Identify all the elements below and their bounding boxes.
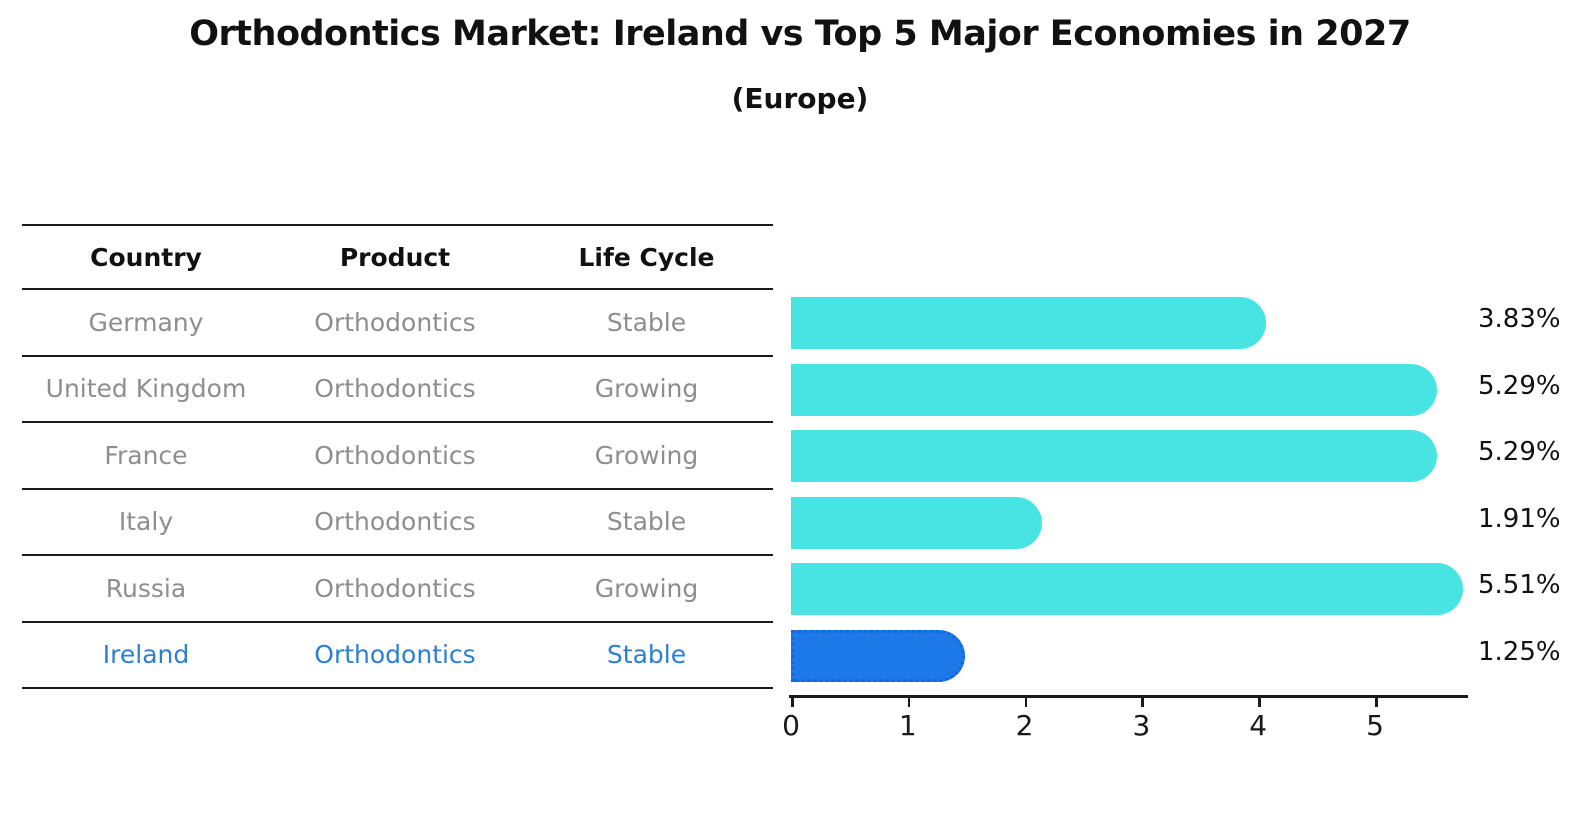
table-cell-product: Orthodontics bbox=[314, 440, 476, 470]
table-header-product: Product bbox=[339, 242, 451, 272]
bar-value-label: 5.51% bbox=[1478, 570, 1561, 601]
table-cell-product: Orthodontics bbox=[314, 507, 476, 537]
table-cell-life-cycle: Stable bbox=[606, 640, 687, 670]
bar-value-label: 5.29% bbox=[1478, 370, 1561, 401]
x-tick-mark bbox=[1375, 698, 1378, 707]
table-cell-country: United Kingdom bbox=[45, 374, 247, 404]
table-cell-country: Russia bbox=[105, 573, 187, 603]
table-cell-life-cycle: Stable bbox=[606, 507, 687, 537]
bar-value-label: 1.25% bbox=[1478, 636, 1561, 667]
table-cell-life-cycle: Growing bbox=[594, 374, 699, 404]
x-axis-line bbox=[789, 695, 1468, 698]
x-tick-label: 5 bbox=[1366, 709, 1384, 742]
bar-value-label: 3.83% bbox=[1478, 304, 1561, 335]
table-row: Italy Orthodontics Stable bbox=[22, 490, 773, 556]
bar bbox=[791, 563, 1463, 616]
x-tick-label: 0 bbox=[782, 709, 800, 742]
x-tick-label: 3 bbox=[1132, 709, 1151, 742]
bar bbox=[791, 297, 1267, 350]
x-tick-mark bbox=[1141, 698, 1144, 707]
x-tick-mark bbox=[1258, 698, 1261, 707]
table-cell-life-cycle: Stable bbox=[606, 307, 687, 337]
x-tick-label: 1 bbox=[898, 709, 917, 742]
table-row: Germany Orthodontics Stable bbox=[22, 290, 773, 357]
table-cell-country: Germany bbox=[88, 307, 204, 337]
table-cell-life-cycle: Growing bbox=[594, 573, 699, 603]
bar-highlighted bbox=[791, 629, 965, 682]
table-row: Ireland Orthodontics Stable bbox=[22, 623, 773, 689]
page-title: Orthodontics Market: Ireland vs Top 5 Ma… bbox=[189, 14, 1411, 54]
table-cell-country: France bbox=[104, 440, 188, 470]
table-header-life-cycle: Life Cycle bbox=[578, 242, 715, 272]
table-cell-country: Ireland bbox=[102, 640, 190, 670]
x-tick-label: 2 bbox=[1015, 709, 1034, 742]
x-tick-mark bbox=[1024, 698, 1028, 707]
table-row: United Kingdom Orthodontics Growing bbox=[22, 357, 773, 423]
table-header-country: Country bbox=[90, 242, 202, 272]
x-tick-mark bbox=[907, 698, 911, 707]
table-header-row: Country Product Life Cycle bbox=[22, 224, 773, 290]
bar-value-label: 5.29% bbox=[1478, 437, 1561, 468]
table-cell-product: Orthodontics bbox=[314, 573, 476, 603]
table-cell-product: Orthodontics bbox=[314, 307, 476, 337]
table-body: Germany Orthodontics Stable United Kingdom O… bbox=[22, 290, 773, 689]
table-cell-life-cycle: Growing bbox=[594, 440, 699, 470]
bar bbox=[791, 430, 1437, 483]
bar-value-label: 1.91% bbox=[1478, 503, 1561, 534]
x-tick-mark bbox=[791, 698, 794, 707]
page-subtitle: (Europe) bbox=[731, 82, 869, 115]
table-row: France Orthodontics Growing bbox=[22, 423, 773, 490]
table-cell-product: Orthodontics bbox=[314, 374, 476, 404]
data-table: Country Product Life Cycle Germany Orthod… bbox=[22, 224, 773, 689]
table-row: Russia Orthodontics Growing bbox=[22, 556, 773, 623]
table-cell-country: Italy bbox=[118, 507, 174, 537]
bar bbox=[791, 363, 1437, 416]
bar bbox=[791, 496, 1043, 549]
x-tick-label: 4 bbox=[1249, 709, 1268, 742]
table-cell-product: Orthodontics bbox=[314, 640, 476, 670]
